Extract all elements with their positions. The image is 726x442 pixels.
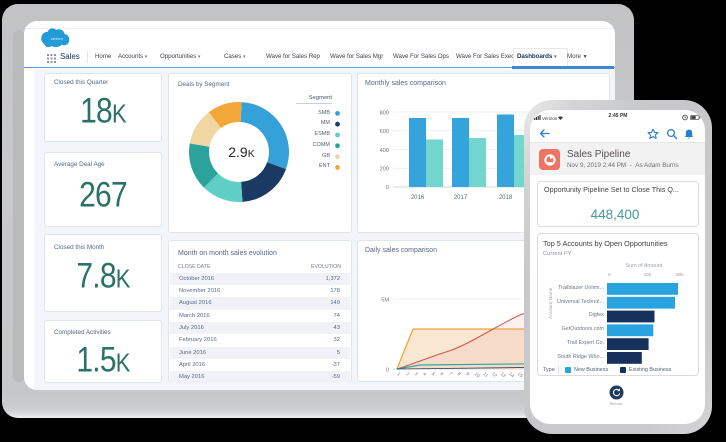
svg-text:1: 1 xyxy=(396,371,402,377)
svg-text:4: 4 xyxy=(422,371,428,377)
svg-text:8: 8 xyxy=(456,371,462,377)
svg-text:15: 15 xyxy=(517,371,524,378)
svg-text:7: 7 xyxy=(448,371,454,377)
svg-text:5: 5 xyxy=(431,371,437,377)
svg-text:salesforce: salesforce xyxy=(51,37,64,42)
svg-text:6: 6 xyxy=(439,371,445,377)
svg-text:0: 0 xyxy=(386,368,389,374)
svg-text:200: 200 xyxy=(380,167,389,173)
svg-text:13: 13 xyxy=(499,371,506,378)
svg-text:2018: 2018 xyxy=(499,195,513,201)
svg-text:14: 14 xyxy=(508,371,515,378)
svg-text:10: 10 xyxy=(474,371,481,378)
svg-text:11: 11 xyxy=(482,371,489,378)
svg-text:2016: 2016 xyxy=(411,195,425,201)
svg-text:400: 400 xyxy=(380,148,389,154)
svg-text:12: 12 xyxy=(491,371,498,378)
svg-text:9: 9 xyxy=(465,371,471,377)
svg-text:0: 0 xyxy=(386,185,389,191)
svg-text:3: 3 xyxy=(413,371,419,377)
svg-text:Verizon: Verizon xyxy=(542,116,558,121)
svg-text:5M: 5M xyxy=(381,298,389,304)
svg-text:2: 2 xyxy=(405,371,411,377)
svg-text:600: 600 xyxy=(380,129,389,135)
svg-text:2017: 2017 xyxy=(454,195,468,201)
svg-text:800: 800 xyxy=(380,111,389,117)
